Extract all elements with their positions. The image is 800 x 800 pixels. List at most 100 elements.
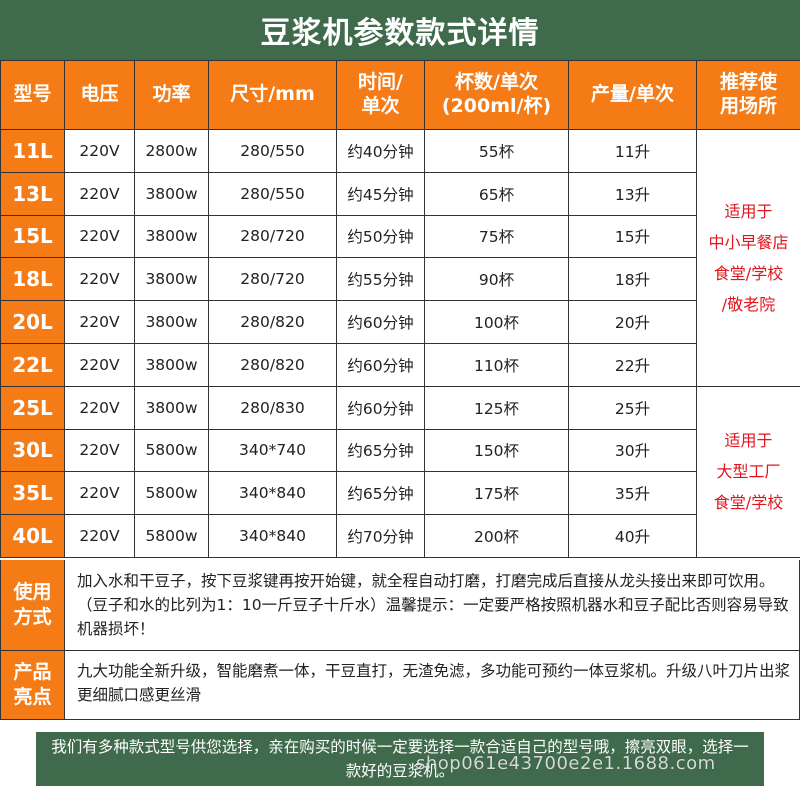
voltage-cell: 220V [64, 129, 135, 173]
size-cell: 280/720 [208, 214, 337, 259]
output-cell: 22升 [568, 342, 697, 387]
output-cell: 15升 [568, 214, 697, 259]
power-cell: 3800w [134, 300, 209, 344]
table-row: 18L 220V 3800w 280/720 约55分钟 90杯 18升 [0, 257, 800, 302]
time-cell: 约65分钟 [336, 428, 425, 473]
power-cell: 3800w [134, 214, 209, 259]
output-cell: 30升 [568, 428, 697, 473]
power-cell: 3800w [134, 257, 209, 302]
model-cell: 13L [0, 171, 65, 216]
output-cell: 40升 [568, 514, 697, 558]
model-cell: 40L [0, 514, 65, 558]
output-cell: 11升 [568, 129, 697, 173]
output-cell: 18升 [568, 257, 697, 302]
model-cell: 18L [0, 257, 65, 302]
product-highlights-label: 产品 亮点 [1, 651, 65, 719]
voltage-cell: 220V [64, 171, 135, 216]
time-cell: 约60分钟 [336, 385, 425, 430]
time-cell: 约65分钟 [336, 471, 425, 516]
model-cell: 15L [0, 214, 65, 259]
voltage-cell: 220V [64, 257, 135, 302]
size-cell: 280/820 [208, 300, 337, 344]
header-size: 尺寸/mm [208, 60, 337, 130]
time-cell: 约70分钟 [336, 514, 425, 558]
model-cell: 11L [0, 129, 65, 173]
table-row: 35L 220V 5800w 340*840 约65分钟 175杯 35升 [0, 471, 800, 516]
voltage-cell: 220V [64, 385, 135, 430]
model-cell: 30L [0, 428, 65, 473]
power-cell: 3800w [134, 385, 209, 430]
cups-cell: 90杯 [424, 257, 569, 302]
header-voltage: 电压 [64, 60, 135, 130]
power-cell: 3800w [134, 171, 209, 216]
power-cell: 2800w [134, 129, 209, 173]
size-cell: 280/720 [208, 257, 337, 302]
table-row: 13L 220V 3800w 280/550 约45分钟 65杯 13升 [0, 171, 800, 216]
table-row: 11L 220V 2800w 280/550 约40分钟 55杯 11升 适用于… [0, 129, 800, 387]
cups-cell: 175杯 [424, 471, 569, 516]
table-row: 22L 220V 3800w 280/820 约60分钟 110杯 22升 [0, 342, 800, 387]
usage-place-small: 适用于 中小早餐店 食堂/学校 /敬老院 [696, 129, 800, 387]
time-cell: 约55分钟 [336, 257, 425, 302]
time-cell: 约40分钟 [336, 129, 425, 173]
voltage-cell: 220V [64, 300, 135, 344]
size-cell: 280/820 [208, 342, 337, 387]
table-row: 30L 220V 5800w 340*740 约65分钟 150杯 30升 [0, 428, 800, 473]
voltage-cell: 220V [64, 342, 135, 387]
cups-cell: 150杯 [424, 428, 569, 473]
model-cell: 25L [0, 385, 65, 430]
output-cell: 20升 [568, 300, 697, 344]
usage-method-label: 使用 方式 [1, 560, 65, 650]
cups-cell: 65杯 [424, 171, 569, 216]
size-cell: 280/830 [208, 385, 337, 430]
model-cell: 20L [0, 300, 65, 344]
usage-method-section: 使用 方式 加入水和干豆子，按下豆浆键再按开始键，就全程自动打磨，打磨完成后直接… [0, 560, 800, 651]
size-cell: 280/550 [208, 129, 337, 173]
header-power: 功率 [134, 60, 209, 130]
header-cups: 杯数/单次 (200ml/杯) [424, 60, 569, 130]
power-cell: 5800w [134, 514, 209, 558]
time-cell: 约60分钟 [336, 300, 425, 344]
table-row: 40L 220V 5800w 340*840 约70分钟 200杯 40升 [0, 514, 800, 558]
cups-cell: 55杯 [424, 129, 569, 173]
power-cell: 5800w [134, 428, 209, 473]
voltage-cell: 220V [64, 428, 135, 473]
table-row: 20L 220V 3800w 280/820 约60分钟 100杯 20升 [0, 300, 800, 344]
voltage-cell: 220V [64, 214, 135, 259]
page-title: 豆浆机参数款式详情 [260, 16, 540, 51]
spec-table-header: 型号 电压 功率 尺寸/mm 时间/ 单次 杯数/单次 (200ml/杯) 产量… [0, 60, 800, 130]
time-cell: 约50分钟 [336, 214, 425, 259]
title-bar: 豆浆机参数款式详情 [0, 0, 800, 60]
header-usage-place: 推荐使 用场所 [696, 60, 800, 130]
header-output: 产量/单次 [568, 60, 697, 130]
product-highlights-text: 九大功能全新升级，智能磨煮一体，干豆直打，无渣免滤，多功能可预约一体豆浆机。升级… [77, 662, 791, 705]
header-time: 时间/ 单次 [336, 60, 425, 130]
size-cell: 340*840 [208, 514, 337, 558]
table-row: 25L 220V 3800w 280/830 约60分钟 125杯 25升 适用… [0, 385, 800, 558]
cups-cell: 125杯 [424, 385, 569, 430]
size-cell: 340*840 [208, 471, 337, 516]
output-cell: 25升 [568, 385, 697, 430]
power-cell: 5800w [134, 471, 209, 516]
output-cell: 35升 [568, 471, 697, 516]
spec-table: 型号 电压 功率 尺寸/mm 时间/ 单次 杯数/单次 (200ml/杯) 产量… [0, 60, 800, 558]
usage-place-large: 适用于 大型工厂 食堂/学校 [696, 385, 800, 558]
output-cell: 13升 [568, 171, 697, 216]
product-highlights-section: 产品 亮点 九大功能全新升级，智能磨煮一体，干豆直打，无渣免滤，多功能可预约一体… [0, 651, 800, 720]
footer-banner: 我们有多种款式型号供您选择，亲在购买的时候一定要选择一款合适自己的型号哦，擦亮双… [36, 732, 764, 786]
cups-cell: 110杯 [424, 342, 569, 387]
size-cell: 340*740 [208, 428, 337, 473]
header-model: 型号 [0, 60, 65, 130]
model-cell: 22L [0, 342, 65, 387]
time-cell: 约60分钟 [336, 342, 425, 387]
usage-method-text: 加入水和干豆子，按下豆浆键再按开始键，就全程自动打磨，打磨完成后直接从龙头接出来… [77, 571, 789, 638]
time-cell: 约45分钟 [336, 171, 425, 216]
footer-text: 我们有多种款式型号供您选择，亲在购买的时候一定要选择一款合适自己的型号哦，擦亮双… [51, 737, 749, 780]
voltage-cell: 220V [64, 471, 135, 516]
cups-cell: 75杯 [424, 214, 569, 259]
table-row: 15L 220V 3800w 280/720 约50分钟 75杯 15升 [0, 214, 800, 259]
model-cell: 35L [0, 471, 65, 516]
size-cell: 280/550 [208, 171, 337, 216]
cups-cell: 200杯 [424, 514, 569, 558]
shop-watermark: shop061e43700e2e1.1688.com [416, 753, 716, 774]
